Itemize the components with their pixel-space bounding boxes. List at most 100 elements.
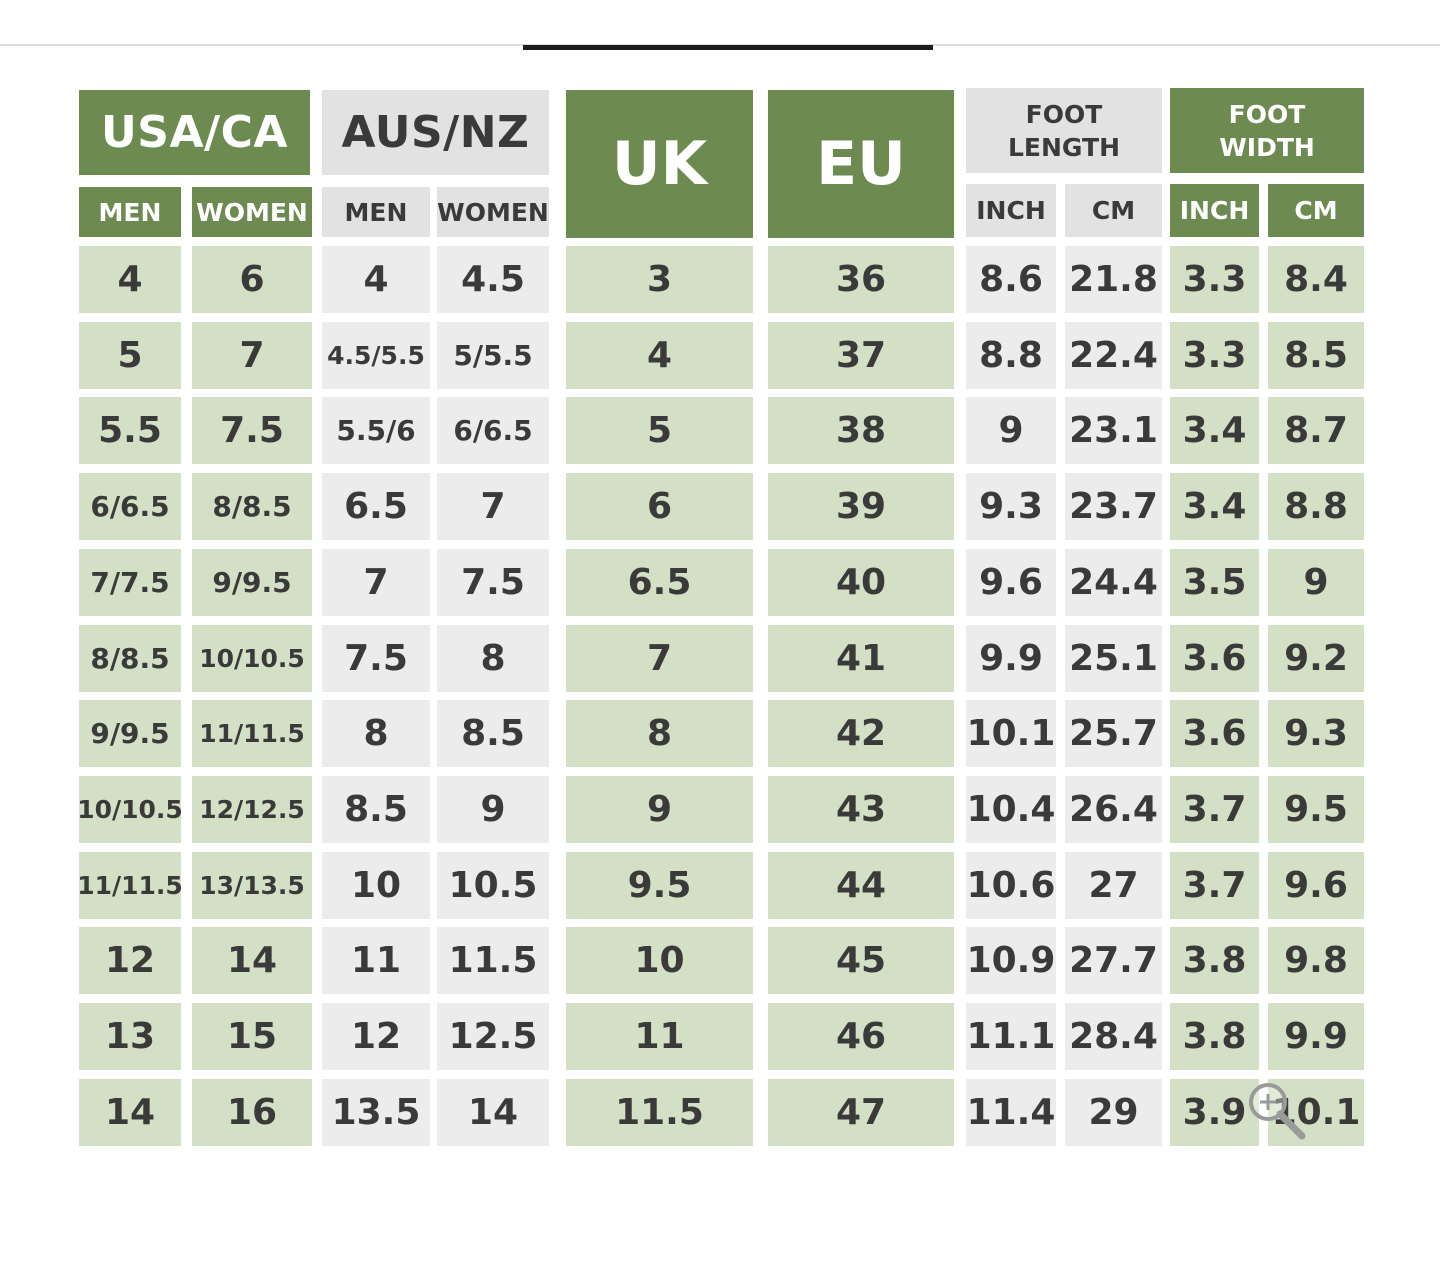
cell-usa-men: 7/7.5 — [79, 548, 181, 616]
cell-eu: 46 — [768, 1003, 954, 1070]
cell-length-cm: 23.1 — [1065, 397, 1162, 465]
header-aus-nz: AUS/NZ — [322, 90, 549, 175]
cell-length-inch: 11.4 — [966, 1078, 1056, 1146]
header-uk: UK — [566, 90, 753, 238]
cell-usa-men: 11/11.5 — [79, 851, 181, 919]
zoom-in-icon[interactable] — [1244, 1078, 1308, 1142]
header-width-inch: INCH — [1170, 184, 1259, 237]
cell-usa-men: 5.5 — [79, 397, 181, 465]
cell-length-cm: 23.7 — [1065, 473, 1162, 541]
cell-usa-men: 14 — [79, 1078, 181, 1146]
cell-eu: 40 — [768, 548, 954, 616]
header-eu: EU — [768, 90, 954, 238]
cell-usa-women: 10/10.5 — [192, 624, 312, 692]
cell-aus-women: 7 — [437, 473, 549, 541]
cell-width-cm: 8.7 — [1268, 397, 1364, 465]
header-usa-men: MEN — [79, 187, 181, 237]
header-width-cm: CM — [1268, 184, 1364, 237]
cell-usa-men: 12 — [79, 927, 181, 995]
cell-width-cm: 10.1 — [1268, 1078, 1364, 1146]
cell-length-inch: 10.4 — [966, 775, 1056, 843]
cell-eu: 45 — [768, 927, 954, 995]
cell-eu: 36 — [768, 246, 954, 313]
cell-length-inch: 9 — [966, 397, 1056, 465]
cell-length-cm: 26.4 — [1065, 775, 1162, 843]
cell-width-cm: 9.8 — [1268, 927, 1364, 995]
cell-width-inch: 3.5 — [1170, 548, 1259, 616]
cell-aus-women: 5/5.5 — [437, 321, 549, 389]
cell-width-cm: 9 — [1268, 548, 1364, 616]
cell-aus-men: 7 — [322, 548, 430, 616]
cell-aus-women: 8 — [437, 624, 549, 692]
cell-usa-men: 8/8.5 — [79, 624, 181, 692]
cell-width-inch: 3.8 — [1170, 927, 1259, 995]
cell-width-cm: 8.5 — [1268, 321, 1364, 389]
cell-aus-women: 6/6.5 — [437, 397, 549, 465]
cell-width-cm: 8.8 — [1268, 473, 1364, 541]
cell-usa-women: 16 — [192, 1078, 312, 1146]
cell-width-inch: 3.7 — [1170, 851, 1259, 919]
cell-usa-women: 14 — [192, 927, 312, 995]
header-length-cm: CM — [1065, 184, 1162, 237]
cell-uk: 6 — [566, 473, 753, 541]
cell-usa-women: 12/12.5 — [192, 775, 312, 843]
cell-length-inch: 8.6 — [966, 246, 1056, 313]
cell-usa-men: 10/10.5 — [79, 775, 181, 843]
cell-usa-women: 11/11.5 — [192, 700, 312, 768]
cell-aus-men: 11 — [322, 927, 430, 995]
cell-usa-men: 13 — [79, 1003, 181, 1070]
cell-aus-men: 8 — [322, 700, 430, 768]
cell-aus-men: 4 — [322, 246, 430, 313]
cell-uk: 9.5 — [566, 851, 753, 919]
cell-width-inch: 3.9 — [1170, 1078, 1259, 1146]
cell-aus-women: 4.5 — [437, 246, 549, 313]
cell-width-cm: 9.2 — [1268, 624, 1364, 692]
header-foot-width: FOOT WIDTH — [1170, 88, 1364, 173]
header-length-inch: INCH — [966, 184, 1056, 237]
cell-width-inch: 3.8 — [1170, 1003, 1259, 1070]
cell-length-cm: 27.7 — [1065, 927, 1162, 995]
header-usa-ca: USA/CA — [79, 90, 310, 175]
cell-aus-women: 7.5 — [437, 548, 549, 616]
cell-uk: 3 — [566, 246, 753, 313]
cell-width-inch: 3.6 — [1170, 700, 1259, 768]
cell-aus-men: 13.5 — [322, 1078, 430, 1146]
cell-length-inch: 9.6 — [966, 548, 1056, 616]
cell-usa-women: 15 — [192, 1003, 312, 1070]
cell-eu: 42 — [768, 700, 954, 768]
cell-length-inch: 8.8 — [966, 321, 1056, 389]
cell-length-inch: 11.1 — [966, 1003, 1056, 1070]
cell-aus-women: 10.5 — [437, 851, 549, 919]
cell-uk: 9 — [566, 775, 753, 843]
active-tab-indicator — [523, 45, 933, 50]
cell-usa-women: 6 — [192, 246, 312, 313]
cell-width-inch: 3.7 — [1170, 775, 1259, 843]
cell-uk: 10 — [566, 927, 753, 995]
cell-width-inch: 3.3 — [1170, 246, 1259, 313]
cell-usa-women: 9/9.5 — [192, 548, 312, 616]
cell-width-cm: 9.5 — [1268, 775, 1364, 843]
header-aus-women: WOMEN — [437, 187, 549, 237]
cell-length-inch: 10.1 — [966, 700, 1056, 768]
cell-length-inch: 10.6 — [966, 851, 1056, 919]
cell-eu: 44 — [768, 851, 954, 919]
cell-length-cm: 25.7 — [1065, 700, 1162, 768]
cell-aus-women: 14 — [437, 1078, 549, 1146]
cell-length-cm: 25.1 — [1065, 624, 1162, 692]
cell-length-cm: 29 — [1065, 1078, 1162, 1146]
cell-aus-men: 10 — [322, 851, 430, 919]
cell-length-cm: 28.4 — [1065, 1003, 1162, 1070]
cell-eu: 39 — [768, 473, 954, 541]
cell-uk: 11.5 — [566, 1078, 753, 1146]
cell-usa-women: 13/13.5 — [192, 851, 312, 919]
cell-length-cm: 21.8 — [1065, 246, 1162, 313]
cell-eu: 37 — [768, 321, 954, 389]
cell-length-cm: 22.4 — [1065, 321, 1162, 389]
cell-width-cm: 9.9 — [1268, 1003, 1364, 1070]
cell-uk: 7 — [566, 624, 753, 692]
cell-aus-men: 6.5 — [322, 473, 430, 541]
cell-aus-women: 12.5 — [437, 1003, 549, 1070]
header-foot-length: FOOT LENGTH — [966, 88, 1162, 173]
cell-uk: 6.5 — [566, 548, 753, 616]
cell-aus-men: 4.5/5.5 — [322, 321, 430, 389]
